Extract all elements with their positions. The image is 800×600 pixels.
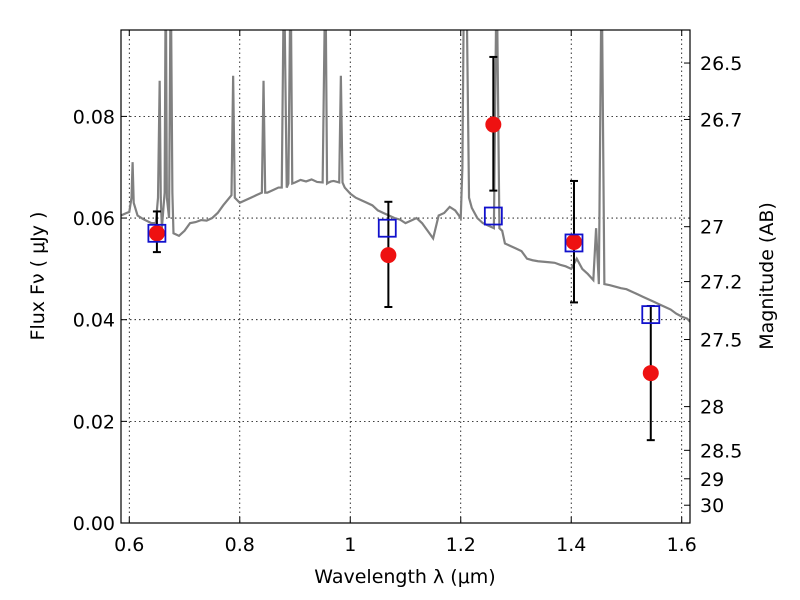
y-tick-label: 0.04 xyxy=(73,310,115,332)
x-tick-label: 1 xyxy=(344,534,356,556)
observed-point xyxy=(380,247,397,264)
y2-tick-label: 29 xyxy=(700,469,724,491)
y-axis-title: Flux Fν ( μJy ) xyxy=(27,212,49,341)
x-axis-title: Wavelength λ (μm) xyxy=(314,566,495,588)
x-tick-label: 1.2 xyxy=(446,534,476,556)
grid xyxy=(121,30,690,524)
y-tick-label: 0.00 xyxy=(73,513,115,535)
y2-tick-label: 28.5 xyxy=(700,440,742,462)
y2-tick-label: 27.5 xyxy=(700,330,742,352)
y2-axis: 26.5 26.7 27 27.2 27.5 28 28.5 29 30 xyxy=(684,53,742,517)
model-point xyxy=(377,218,397,238)
x-tick-label: 1.6 xyxy=(667,534,697,556)
x-tick-label: 1.4 xyxy=(556,534,586,556)
observed-point xyxy=(565,233,582,250)
y2-tick-label: 30 xyxy=(700,495,724,517)
y-tick-label: 0.08 xyxy=(73,106,115,128)
y-tick-label: 0.06 xyxy=(73,208,115,230)
y-axis: 0.00 0.02 0.04 0.06 0.08 xyxy=(73,106,127,535)
model-spectrum-line xyxy=(121,30,690,323)
y2-tick-label: 26.7 xyxy=(700,109,742,131)
y2-axis-title: Magnitude (AB) xyxy=(756,202,778,350)
observed-point xyxy=(148,225,165,242)
x-tick-label: 0.8 xyxy=(225,534,255,556)
observed-points xyxy=(148,116,659,382)
plot-area xyxy=(121,30,690,523)
model-photometry-points xyxy=(147,206,661,325)
y2-tick-label: 27.2 xyxy=(700,272,742,294)
observed-point xyxy=(642,365,659,382)
plot-content xyxy=(121,30,690,442)
y2-tick-label: 26.5 xyxy=(700,53,742,75)
x-tick-label: 0.6 xyxy=(114,534,144,556)
plot-frame xyxy=(120,29,691,524)
model-point xyxy=(641,305,661,325)
model-point xyxy=(147,223,167,243)
y2-tick-label: 27 xyxy=(700,217,724,239)
y2-tick-label: 28 xyxy=(700,397,724,419)
model-point xyxy=(564,233,584,253)
model-point xyxy=(483,206,503,226)
observed-point xyxy=(485,116,502,133)
y-tick-label: 0.02 xyxy=(73,411,115,433)
x-axis: 0.6 0.8 1 1.2 1.4 1.6 xyxy=(114,30,697,556)
